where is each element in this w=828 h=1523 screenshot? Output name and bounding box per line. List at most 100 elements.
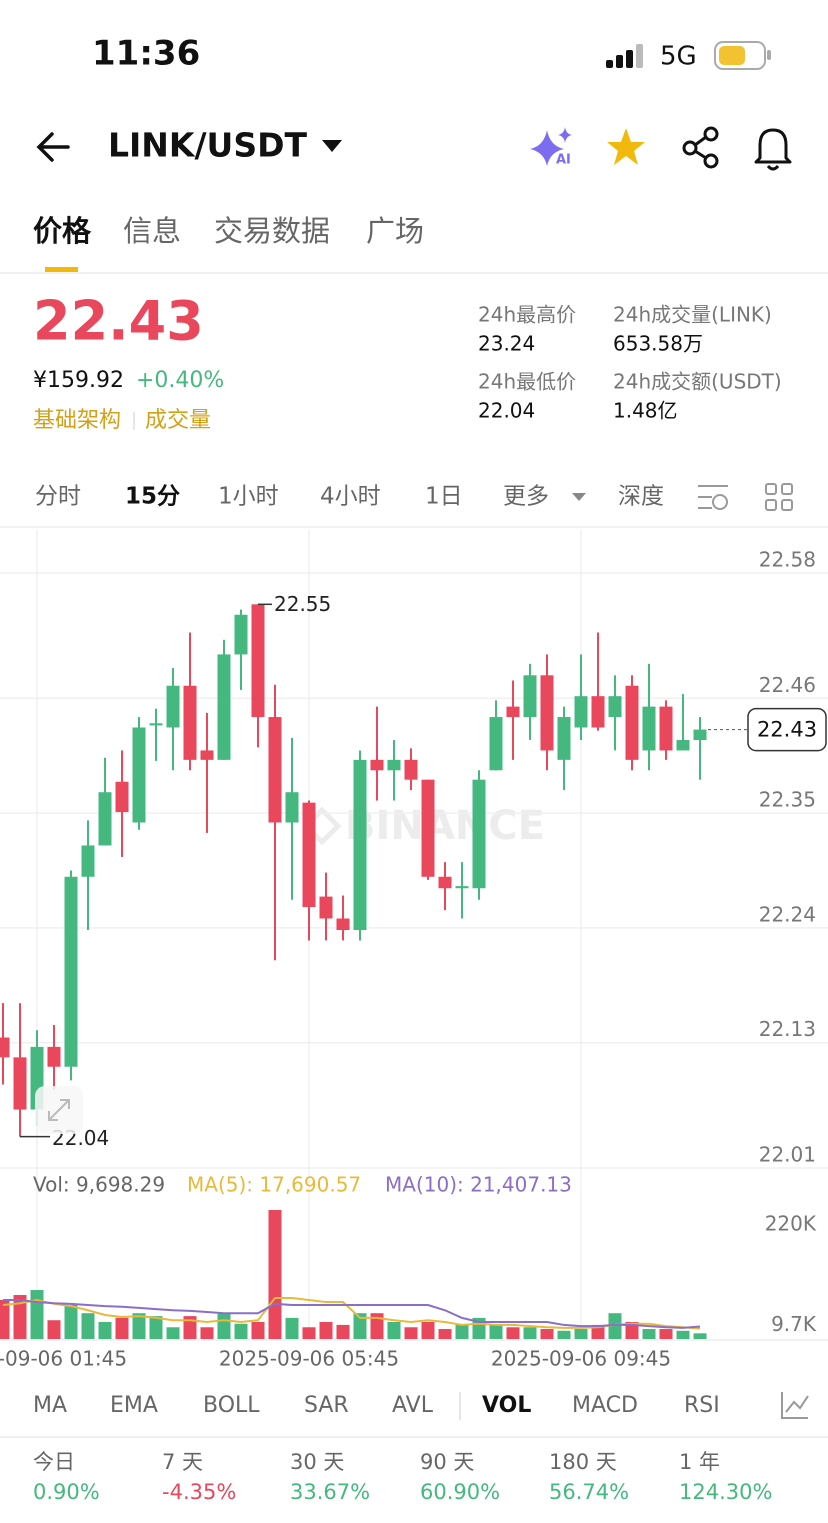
volume-bar bbox=[183, 1316, 197, 1339]
favorite-button[interactable] bbox=[607, 128, 645, 165]
candle-body bbox=[693, 729, 707, 741]
tab[interactable]: 价格 bbox=[33, 214, 92, 248]
volume-bar bbox=[336, 1324, 350, 1339]
indicator-tab[interactable]: MACD bbox=[572, 1393, 638, 1418]
candle-body bbox=[676, 740, 690, 751]
volume-bar bbox=[251, 1321, 265, 1339]
tag[interactable]: 成交量 bbox=[145, 408, 211, 433]
cny-price: ¥159.92 bbox=[33, 368, 124, 393]
interval-tab[interactable]: 深度 bbox=[618, 484, 664, 510]
volume-bar bbox=[47, 1320, 61, 1339]
candle-body bbox=[387, 759, 401, 771]
return-value: 124.30% bbox=[679, 1480, 772, 1504]
volume-bar bbox=[438, 1329, 452, 1339]
interval-tab[interactable]: 15分 bbox=[125, 484, 180, 510]
candle-body bbox=[608, 696, 622, 718]
volume-bar bbox=[387, 1321, 401, 1339]
candle-body bbox=[319, 896, 333, 919]
ma-line bbox=[3, 1299, 701, 1329]
tab[interactable]: 交易数据 bbox=[214, 214, 330, 248]
last-price: 22.43 bbox=[33, 290, 204, 353]
return-value: 60.90% bbox=[420, 1480, 500, 1504]
volume-bar bbox=[64, 1304, 78, 1339]
volume-bar bbox=[302, 1327, 316, 1339]
candle-body bbox=[302, 802, 316, 908]
candle-body bbox=[0, 1037, 10, 1058]
volume-bar bbox=[642, 1329, 656, 1339]
interval-tab[interactable]: 1小时 bbox=[218, 484, 279, 510]
y-tick-label: 22.24 bbox=[759, 902, 816, 926]
return-label: 今日 bbox=[33, 1450, 75, 1474]
kline-chart: BINANCE 22.58 22.46 22.35 22.24 22.13 22.01 202… bbox=[0, 530, 828, 1371]
indicator-tab[interactable]: AVL bbox=[392, 1393, 434, 1418]
status-time: 11:36 bbox=[92, 34, 200, 74]
candle-body bbox=[659, 706, 673, 751]
volume-bar bbox=[268, 1210, 282, 1339]
candle-body bbox=[625, 685, 639, 760]
volume-bar bbox=[115, 1317, 129, 1339]
indicator-settings[interactable] bbox=[781, 1392, 809, 1419]
ma-line bbox=[2, 1296, 701, 1330]
layout-icon[interactable] bbox=[765, 483, 793, 511]
x-tick-label: 2025-09-06 01:45 bbox=[0, 1347, 127, 1371]
tag[interactable]: 基础架构 bbox=[33, 408, 121, 433]
watermark: BINANCE bbox=[345, 803, 545, 849]
pair-dropdown[interactable] bbox=[322, 140, 342, 152]
share-button[interactable] bbox=[682, 126, 719, 169]
indicator-tab[interactable]: BOLL bbox=[203, 1393, 260, 1418]
interval-tab[interactable]: 1日 bbox=[425, 484, 463, 510]
tab[interactable]: 广场 bbox=[366, 214, 424, 248]
candle-body bbox=[166, 685, 180, 728]
return-value: 0.90% bbox=[33, 1480, 100, 1504]
return-value: -4.35% bbox=[162, 1480, 236, 1504]
interval-tab[interactable]: 更多 bbox=[503, 484, 549, 510]
candle-body bbox=[523, 675, 537, 718]
interval-tab[interactable]: 4小时 bbox=[320, 484, 381, 510]
alert-button[interactable] bbox=[754, 128, 792, 171]
volume-bar bbox=[234, 1323, 248, 1339]
volume-bar bbox=[149, 1316, 163, 1339]
ai-button[interactable]: AI bbox=[530, 127, 572, 168]
interval-tab[interactable]: 分时 bbox=[35, 484, 81, 510]
back-button[interactable] bbox=[36, 132, 70, 162]
volume-bar bbox=[353, 1313, 367, 1339]
stat-label: 24h最高价 bbox=[478, 303, 576, 327]
volume-bar bbox=[540, 1329, 554, 1339]
volume-bar bbox=[557, 1330, 571, 1339]
volume-bar bbox=[98, 1321, 112, 1339]
candle-body bbox=[642, 706, 656, 751]
volume-bar bbox=[13, 1295, 27, 1339]
return-value: 56.74% bbox=[549, 1480, 629, 1504]
candle-body bbox=[132, 727, 146, 823]
volume-bar bbox=[489, 1324, 503, 1339]
candle-body bbox=[251, 604, 265, 718]
candle-body bbox=[217, 654, 231, 760]
x-tick-label: 2025-09-06 05:45 bbox=[219, 1347, 399, 1371]
volume-bar bbox=[285, 1317, 299, 1339]
pair-title[interactable]: LINK/USDT bbox=[108, 126, 308, 165]
return-value: 33.67% bbox=[290, 1480, 370, 1504]
indicator-tab[interactable]: RSI bbox=[684, 1393, 720, 1418]
volume-bar bbox=[676, 1330, 690, 1339]
indicator-tab[interactable]: SAR bbox=[304, 1393, 349, 1418]
candle-body bbox=[183, 685, 197, 760]
expand-button[interactable] bbox=[35, 1086, 83, 1134]
tab[interactable]: 信息 bbox=[123, 214, 181, 248]
x-tick-label: 2025-09-06 09:45 bbox=[491, 1347, 671, 1371]
candle-body bbox=[506, 706, 520, 718]
candle-body bbox=[81, 845, 95, 877]
indicator-tab[interactable]: VOL bbox=[482, 1393, 531, 1418]
stat-value: 1.48亿 bbox=[613, 399, 678, 423]
volume-bar bbox=[523, 1327, 537, 1339]
indicator-tab[interactable]: MA bbox=[33, 1393, 67, 1418]
more-dropdown[interactable] bbox=[572, 493, 586, 501]
indicator-tab[interactable]: EMA bbox=[110, 1393, 158, 1418]
return-label: 1 年 bbox=[679, 1450, 720, 1474]
candle-body bbox=[472, 779, 486, 889]
settings-icon[interactable] bbox=[698, 485, 728, 510]
max-label: 22.55 bbox=[274, 592, 331, 616]
legend-entry: MA(10): 21,407.13 bbox=[385, 1173, 572, 1197]
candle-body bbox=[234, 614, 248, 655]
stat-value: 22.04 bbox=[478, 399, 535, 423]
